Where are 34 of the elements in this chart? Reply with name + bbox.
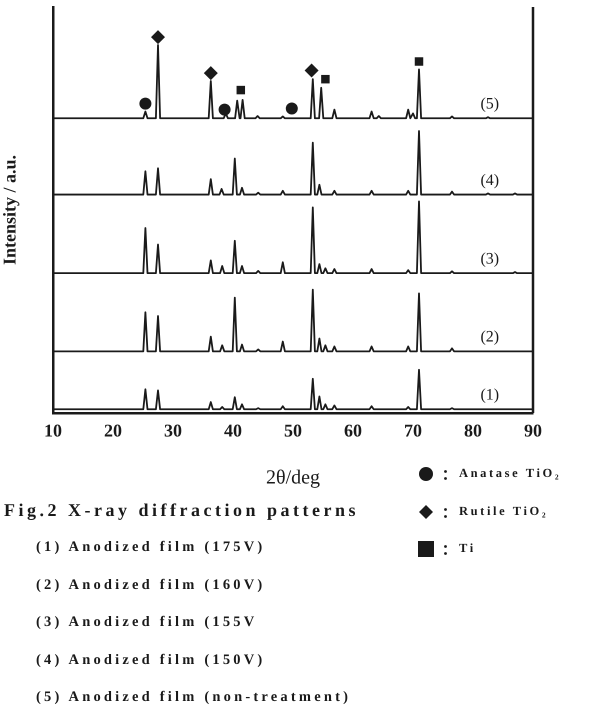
point (204, 66, 218, 80)
x-tick-label: 10 (44, 420, 62, 440)
point (139, 98, 152, 110)
legend-label: Rutile TiO₂ (459, 504, 548, 518)
text: (3) Anodized film (155V (36, 613, 258, 632)
text: (2) Anodized film (160V) (36, 576, 266, 594)
x-tick-label: 90 (524, 420, 542, 440)
x-tick-label: 80 (464, 420, 482, 440)
y-axis-title: Intensity / a.u. (0, 154, 20, 266)
series-label: (1) (480, 386, 500, 404)
point (218, 104, 231, 116)
x-tick-label: 70 (404, 420, 422, 440)
text: (1) Anodized film (175V) (36, 538, 266, 557)
x-tick-label: 30 (164, 420, 182, 440)
text: Fig.2 X-ray diffraction patterns (4, 500, 359, 521)
text: (4) Anodized film (150V) (36, 650, 266, 670)
series-label: (4) (480, 172, 500, 189)
series-label: (5) (480, 95, 500, 112)
series-label: (3) (480, 250, 500, 268)
text: (5) Anodized film (non-treatment) (36, 688, 352, 707)
point (321, 74, 330, 84)
point (151, 30, 165, 44)
series-label: (2) (480, 328, 500, 346)
x-axis-title: 2θ/deg (266, 466, 320, 488)
legend-label: Anatase TiO₂ (459, 466, 562, 481)
x-tick-label: 50 (284, 420, 302, 440)
x-tick-label: 20 (104, 420, 122, 440)
point (236, 86, 246, 94)
point (414, 57, 424, 66)
x-tick-label: 60 (344, 420, 362, 440)
legend-label: Ti (459, 541, 476, 556)
point (286, 102, 298, 114)
point (304, 64, 319, 78)
x-tick-label: 40 (224, 420, 242, 440)
